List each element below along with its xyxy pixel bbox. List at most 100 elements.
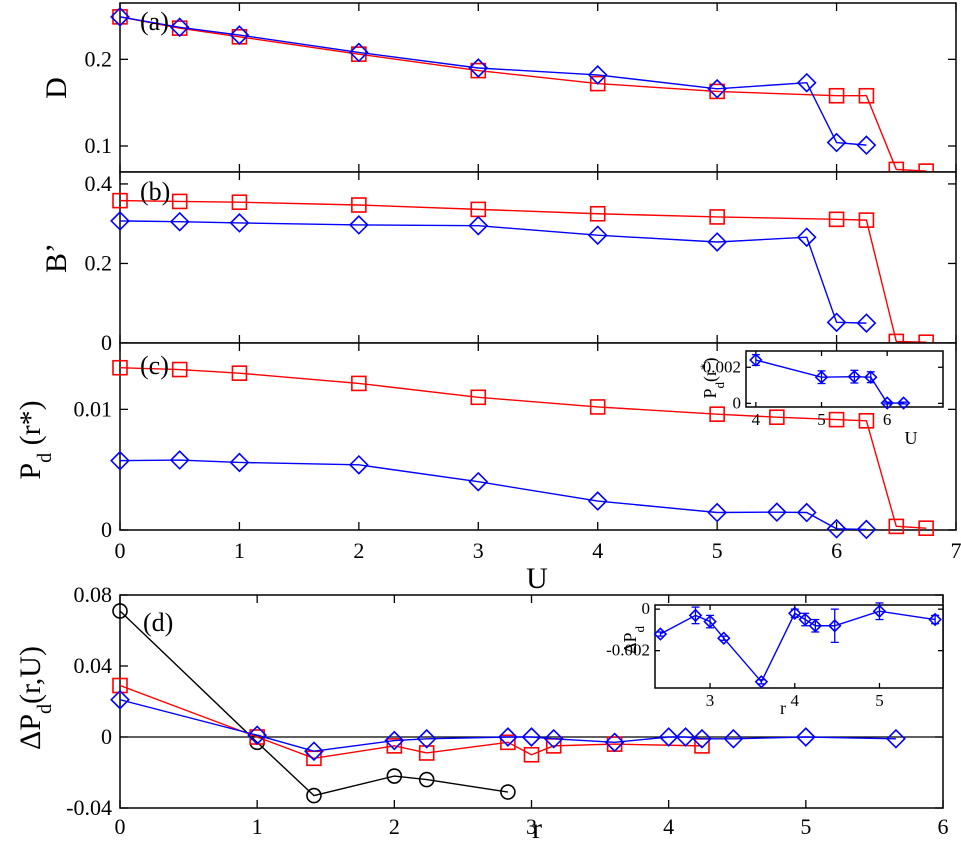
panel-b-point-blue xyxy=(587,225,608,246)
panel-d-point-black xyxy=(500,784,516,800)
panel-c-xtick-label: 4 xyxy=(592,538,603,563)
panel-d-point-blue xyxy=(416,728,437,749)
panel-a-point-blue xyxy=(707,78,728,99)
panel-a-point-blue xyxy=(587,65,608,85)
panel-letter-b: (b) xyxy=(140,177,170,206)
panel-b-point-blue xyxy=(169,211,190,232)
inset-c-xtick-label: 6 xyxy=(883,410,892,429)
panel-d-point-red xyxy=(500,734,516,751)
panel-d-ytick-label: 0.04 xyxy=(74,653,113,678)
panel-c-point-blue xyxy=(587,491,608,511)
panel-b-point-blue xyxy=(229,213,250,233)
inset-d-point-blue xyxy=(653,627,668,641)
panel-a-point-blue xyxy=(826,132,847,153)
inset-c: 4 5 6 0 0.002 xyxy=(703,350,944,429)
panel-d-point-blue xyxy=(795,727,816,747)
inset-d-point-blue xyxy=(703,614,717,629)
inset-d-point-blue xyxy=(788,606,802,621)
panel-b-ytick-label: 0.2 xyxy=(85,250,113,275)
panel-b-point-red xyxy=(112,192,128,209)
ylabel-b: B’ xyxy=(40,243,73,273)
panel-d-point-red xyxy=(523,746,540,763)
panel-d-ytick-label: -0.04 xyxy=(66,795,112,820)
panel-c-point-blue xyxy=(796,502,817,523)
panel-c-point-red xyxy=(351,375,367,392)
inset-d-point-blue xyxy=(928,612,942,627)
panel-c-xtick-label: 5 xyxy=(712,538,723,563)
panel-a-ytick-label: 0.1 xyxy=(85,133,113,158)
panel-b-point-blue xyxy=(468,215,489,236)
panel-b-point-red xyxy=(709,209,725,225)
ylabel-c: Pd (r*) xyxy=(14,400,56,479)
panel-d-point-blue xyxy=(384,730,405,751)
panel-c-point-red xyxy=(858,413,875,429)
panel-c-point-red xyxy=(769,409,785,425)
panel-b-point-red xyxy=(231,194,248,211)
panel-b-ytick-label: 0.4 xyxy=(85,171,113,196)
panel-b-point-red xyxy=(351,197,367,213)
panel-b-point-red xyxy=(828,211,845,228)
panel-d-ytick-label: 0 xyxy=(101,724,112,749)
panel-d-point-blue xyxy=(604,732,625,753)
inset-d-point-blue xyxy=(688,608,703,623)
panel-c-ytick-label: 0 xyxy=(101,517,112,542)
inset-c-xtick-label: 4 xyxy=(752,410,761,429)
panel-d-point-black xyxy=(112,603,128,619)
panel-a-point-red xyxy=(589,75,606,92)
panel-a-frame xyxy=(119,2,957,173)
panel-a: 0.1 0.2 xyxy=(85,2,957,179)
panel-a-series-blue-line xyxy=(119,16,867,146)
panel-d-series-blue-line xyxy=(119,699,896,752)
inset-c-point-blue xyxy=(749,353,763,367)
inset-d-point-blue xyxy=(798,612,812,627)
panel-d-xtick-label: 6 xyxy=(938,814,949,839)
panel-c-point-blue xyxy=(229,452,250,473)
inset-d-xlabel: r xyxy=(780,698,786,718)
panel-c-point-blue xyxy=(468,471,489,492)
inset-d-point-blue xyxy=(827,618,842,633)
inset-c-series-blue-line xyxy=(755,359,904,404)
panel-b-point-red xyxy=(171,193,188,210)
inset-d-xtick-label: 4 xyxy=(791,691,800,710)
panel-c-point-red xyxy=(112,359,128,376)
panel-b: 0 0.2 0.4 xyxy=(85,171,957,355)
xlabel-c: U xyxy=(526,562,548,595)
panel-d-point-blue xyxy=(247,725,268,746)
panel-letter-a: (a) xyxy=(140,7,169,36)
panel-c-point-blue xyxy=(169,450,190,470)
panel-b-point-blue xyxy=(707,232,728,252)
panel-b-series-blue-line xyxy=(119,220,867,324)
panel-c-xtick-label: 2 xyxy=(353,538,364,563)
inset-c-point-blue xyxy=(847,369,862,384)
panel-a-point-red xyxy=(828,87,845,104)
inset-c-ytick-label: 0.002 xyxy=(703,357,741,376)
panel-a-point-blue xyxy=(110,6,130,27)
panel-b-point-blue xyxy=(110,211,130,231)
panel-c-point-red xyxy=(171,361,188,378)
panel-c-xtick-label: 1 xyxy=(234,538,245,563)
panel-a-point-red xyxy=(858,87,875,104)
panel-d-point-blue xyxy=(521,727,542,747)
panel-c-series-blue-line xyxy=(119,459,867,531)
panel-d-series-red-line xyxy=(119,684,703,760)
panel-c-point-blue xyxy=(766,502,787,523)
panel-d-xtick-label: 1 xyxy=(252,814,263,839)
ylabel-d: ΔPd(r,U) xyxy=(14,646,56,750)
panel-letter-c: (c) xyxy=(140,351,169,380)
panel-d-xtick-label: 3 xyxy=(526,814,537,839)
panel-b-point-blue xyxy=(826,312,847,333)
panel-d-xtick-label: 5 xyxy=(800,814,811,839)
inset-d-ytick-label: -0.002 xyxy=(606,641,650,660)
panel-d-point-blue xyxy=(723,728,744,749)
panel-b-point-blue xyxy=(796,227,817,248)
panel-d-point-blue xyxy=(498,727,518,747)
panel-d-point-black xyxy=(418,771,435,788)
panel-a-ytick-label: 0.2 xyxy=(85,46,113,71)
panel-a-point-blue xyxy=(468,58,489,78)
panel-a-point-blue xyxy=(229,25,250,45)
panel-c-point-blue xyxy=(110,450,130,471)
panel-d-point-red xyxy=(112,677,128,694)
panel-b-point-blue xyxy=(348,215,369,235)
panel-c-point-red xyxy=(918,520,934,536)
